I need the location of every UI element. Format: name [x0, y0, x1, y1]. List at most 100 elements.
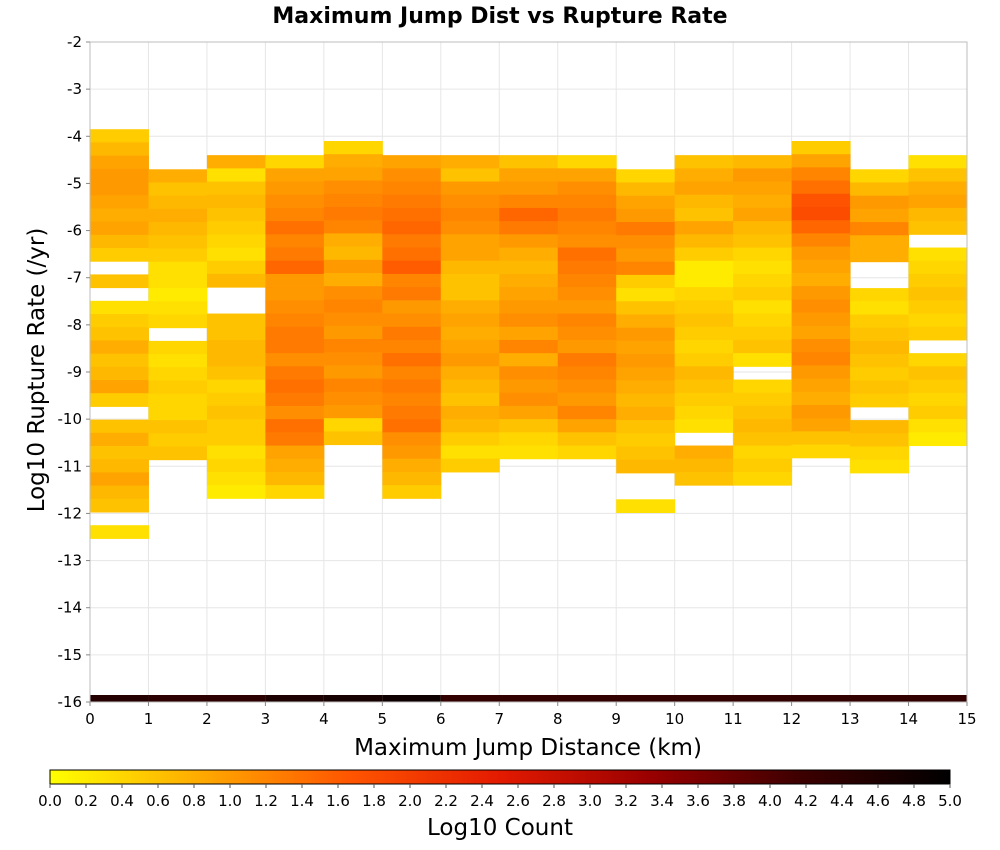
heatmap-cell	[206, 273, 266, 288]
heatmap-cell	[908, 300, 968, 315]
heatmap-cell	[499, 366, 559, 381]
heatmap-cell	[440, 221, 500, 235]
heatmap-cell	[440, 313, 500, 328]
x-tick-label: 4	[319, 710, 329, 728]
heatmap-cell	[382, 260, 442, 275]
heatmap-cell	[90, 366, 149, 381]
heatmap-cell	[850, 288, 910, 302]
colorbar	[49, 769, 951, 785]
heatmap-cell	[148, 248, 208, 263]
heatmap-cell	[265, 405, 325, 420]
heatmap-cell	[206, 247, 266, 262]
heatmap-cell	[733, 194, 793, 209]
heatmap-cell	[557, 207, 617, 222]
heatmap-cell	[791, 352, 851, 366]
heatmap-cell	[206, 260, 266, 275]
heatmap-cell	[440, 695, 967, 702]
heatmap-cell	[791, 431, 851, 446]
heatmap-cell	[90, 327, 149, 341]
y-axis-ticks: -2 -3 -4 -5 -6 -7 -8 -9 -10 -11 -12 -13 -14 -15 -16	[58, 33, 90, 711]
x-tick-label: 7	[494, 710, 504, 728]
heatmap-cell	[382, 326, 442, 341]
x-tick-label: 0	[85, 710, 95, 728]
heatmap-cell	[323, 273, 383, 287]
heatmap-cell	[382, 695, 441, 702]
heatmap-cell	[90, 419, 149, 434]
colorbar-tick-label: 0.4	[110, 792, 134, 810]
heatmap-cell	[674, 221, 734, 235]
heatmap-cell	[791, 365, 851, 380]
heatmap-cell	[323, 207, 383, 221]
colorbar-tick-label: 2.8	[542, 792, 566, 810]
heatmap-cell	[323, 312, 383, 327]
heatmap-cell	[90, 300, 149, 315]
heatmap-cell	[557, 353, 617, 367]
heatmap-cell	[440, 234, 500, 249]
heatmap-cell	[206, 326, 266, 341]
heatmap-cell	[674, 445, 734, 460]
heatmap-cell	[791, 444, 851, 459]
heatmap-cell	[382, 181, 442, 196]
heatmap-cell	[850, 314, 910, 329]
heatmap-cell	[323, 391, 383, 406]
heatmap-cell	[674, 260, 734, 275]
heatmap-cell	[499, 432, 559, 447]
heatmap-cell	[440, 273, 500, 288]
heatmap-cell	[206, 181, 266, 196]
heatmap-cell	[557, 234, 617, 249]
heatmap-cell	[323, 365, 383, 380]
heatmap-cell	[323, 154, 383, 168]
heatmap-cell	[791, 339, 851, 353]
heatmap-cell	[265, 260, 325, 275]
heatmap-cell	[206, 405, 266, 420]
colorbar-tick-label: 2.4	[470, 792, 494, 810]
heatmap-cell	[908, 379, 968, 394]
heatmap-cell	[733, 207, 793, 222]
heatmap-cell	[148, 354, 208, 368]
heatmap-cell	[908, 419, 968, 433]
colorbar-tick-label: 3.6	[686, 792, 710, 810]
colorbar-tick-label: 2.6	[506, 792, 530, 810]
heatmap-cell	[382, 194, 442, 209]
heatmap-cell	[733, 260, 793, 275]
heatmap-cell	[499, 445, 559, 460]
heatmap-cell	[323, 286, 383, 300]
heatmap-cell	[674, 207, 734, 222]
heatmap-cell	[90, 274, 149, 289]
x-axis-ticks: 0 1 2 3 4 5 6 7 8 9 10 11 12 13 14 15	[85, 702, 977, 728]
heatmap-cell	[557, 181, 617, 196]
heatmap-cell	[791, 325, 851, 340]
colorbar-tick-label: 0.8	[182, 792, 206, 810]
heatmap-cell	[616, 222, 676, 236]
heatmap-cell	[382, 445, 442, 460]
heatmap-cell	[557, 247, 617, 262]
heatmap-cell	[206, 392, 266, 407]
heatmap-cell	[850, 340, 910, 355]
heatmap-cell	[382, 485, 442, 499]
heatmap-cell	[733, 432, 793, 447]
heatmap-cell	[440, 168, 500, 183]
heatmap-cell	[850, 182, 910, 197]
heatmap-cell	[733, 273, 793, 288]
heatmap-cell	[850, 208, 910, 223]
heatmap-cell	[908, 366, 968, 381]
colorbar-tick-label: 3.8	[722, 792, 746, 810]
heatmap-cell	[616, 446, 676, 461]
colorbar-tick-label: 1.4	[290, 792, 314, 810]
x-tick-label: 6	[436, 710, 446, 728]
heatmap-cell	[382, 405, 442, 420]
heatmap-cell	[733, 392, 793, 407]
heatmap-cell	[791, 299, 851, 314]
heatmap-cell	[148, 393, 208, 408]
heatmap-cell	[733, 458, 793, 473]
heatmap-cell	[440, 181, 500, 196]
heatmap-cell	[557, 392, 617, 407]
x-tick-label: 5	[378, 710, 388, 728]
heatmap-cell	[206, 353, 266, 367]
heatmap-cell	[791, 391, 851, 406]
heatmap-cell	[908, 168, 968, 183]
heatmap-cell	[499, 155, 559, 169]
heatmap-cell	[440, 339, 500, 354]
heatmap-cell	[90, 195, 149, 209]
